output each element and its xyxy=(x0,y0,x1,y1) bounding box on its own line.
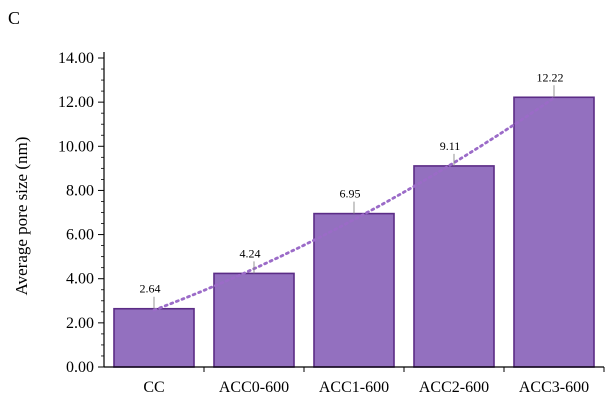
y-tick-label: 8.00 xyxy=(66,182,94,199)
data-label: 4.24 xyxy=(240,246,261,260)
y-tick-label: 10.00 xyxy=(58,138,94,155)
x-tick-label: ACC2-600 xyxy=(419,379,489,396)
y-ticks: 0.00 2.00 4.00 6.00 8.00 10.00 12.00 14.00 xyxy=(58,50,94,376)
bar-acc0-600 xyxy=(213,272,295,368)
x-tick-label: ACC0-600 xyxy=(219,379,289,396)
y-tick-label: 12.00 xyxy=(58,94,94,111)
bar-cc xyxy=(113,307,195,368)
bar-acc2-600 xyxy=(413,165,495,368)
y-tick-label: 4.00 xyxy=(66,271,94,288)
bar-acc1-600 xyxy=(313,212,395,368)
y-tick-label: 6.00 xyxy=(66,227,94,244)
y-tick-label: 14.00 xyxy=(58,50,94,67)
data-label: 12.22 xyxy=(537,70,564,84)
x-tick-label: CC xyxy=(143,379,164,396)
y-axis-title: Average pore size (nm) xyxy=(12,137,31,296)
data-label: 2.64 xyxy=(140,282,161,296)
panel-label: C xyxy=(8,8,20,28)
trendline xyxy=(152,96,556,312)
bar-acc3-600 xyxy=(513,96,595,368)
data-labels: 2.64 4.24 6.95 9.11 12.22 xyxy=(140,70,564,309)
axes xyxy=(98,52,605,372)
bars xyxy=(113,96,595,368)
data-label: 9.11 xyxy=(440,139,461,153)
x-ticks: CC ACC0-600 ACC1-600 ACC2-600 ACC3-600 xyxy=(143,379,589,396)
y-tick-label: 0.00 xyxy=(66,359,94,376)
y-tick-label: 2.00 xyxy=(66,315,94,332)
x-tick-label: ACC3-600 xyxy=(519,379,589,396)
x-tick-label: ACC1-600 xyxy=(319,379,389,396)
trendline-path xyxy=(152,96,556,312)
data-label: 6.95 xyxy=(340,187,361,201)
